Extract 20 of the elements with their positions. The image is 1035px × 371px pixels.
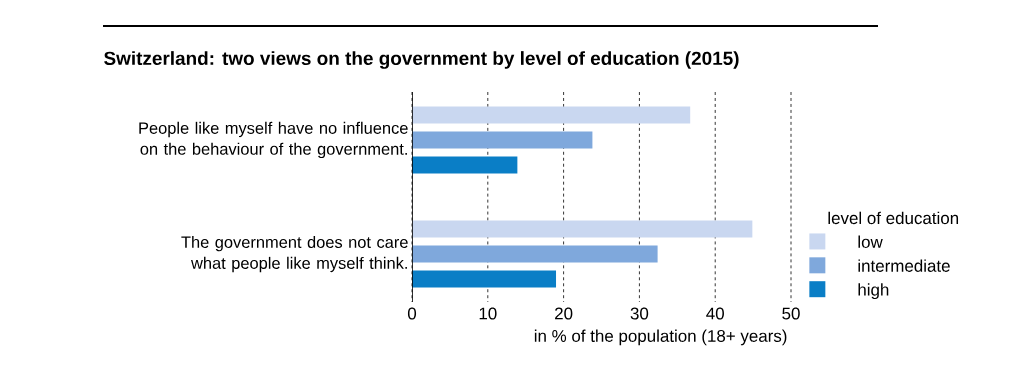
x-tick-label: 10 bbox=[479, 307, 497, 320]
bar bbox=[412, 220, 753, 238]
x-tick-label: 0 bbox=[407, 307, 417, 320]
bar bbox=[412, 131, 593, 149]
legend-title: level of education bbox=[828, 211, 959, 225]
legend-label: low bbox=[858, 235, 883, 249]
y-tick-label: The government does not care what people like myself think. bbox=[181, 235, 408, 273]
legend-label: high bbox=[858, 283, 889, 300]
legend-label: intermediate bbox=[858, 259, 950, 272]
bar bbox=[412, 245, 658, 263]
x-tick-label: 20 bbox=[555, 307, 573, 320]
x-tick-label: 30 bbox=[630, 307, 649, 320]
bar bbox=[412, 270, 557, 288]
bar bbox=[412, 106, 691, 124]
bar bbox=[412, 156, 518, 174]
x-tick-label: 50 bbox=[782, 307, 800, 320]
chart-title: Switzerland: two views on the government by level of education (2015) bbox=[104, 51, 739, 69]
x-tick-label: 40 bbox=[706, 307, 724, 320]
y-tick-label: People like myself have no influence on the behaviour of the government. bbox=[139, 121, 408, 159]
x-axis-title: in % of the population (18+ years) bbox=[534, 329, 787, 346]
